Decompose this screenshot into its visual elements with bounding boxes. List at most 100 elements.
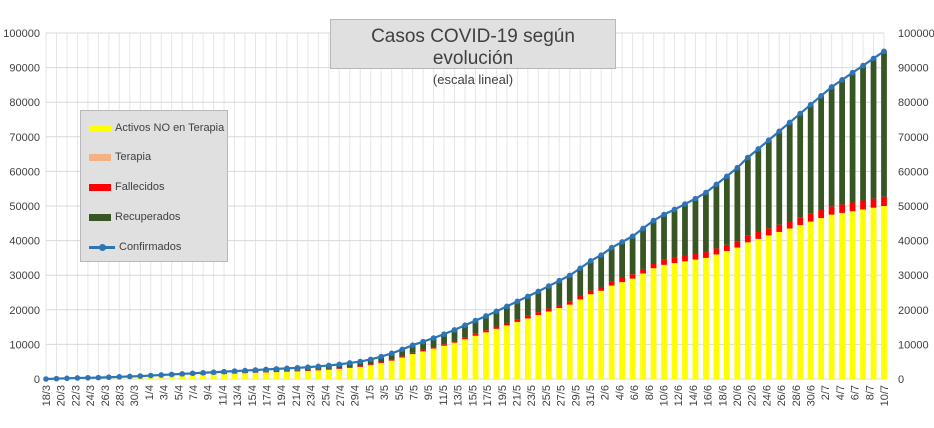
bar-activos: [535, 314, 542, 379]
bar-activos: [388, 360, 395, 379]
x-tick-label: 23/4: [306, 385, 318, 406]
y-tick-label-right: 10000: [898, 339, 929, 351]
point-confirmados: [231, 368, 238, 374]
point-confirmados: [95, 374, 102, 381]
x-tick-label: 9/5: [423, 385, 435, 400]
point-confirmados: [745, 154, 751, 161]
bar-recuperados: [755, 148, 762, 233]
bar-activos: [483, 332, 489, 379]
point-confirmados: [504, 303, 510, 310]
bar-recuperados: [409, 345, 416, 353]
legend-swatch-confirmados: [89, 242, 115, 252]
x-tick-label: 19/4: [276, 385, 288, 406]
point-confirmados: [661, 211, 667, 218]
bar-fallecidos: [472, 333, 479, 336]
x-tick-label: 29/5: [570, 385, 582, 406]
x-tick-label: 5/5: [394, 385, 406, 400]
bar-recuperados: [608, 247, 615, 282]
bar-activos: [556, 308, 563, 379]
x-tick-label: 5/4: [173, 385, 185, 400]
x-tick-label: 29/4: [350, 385, 362, 406]
bar-fallecidos: [378, 362, 385, 364]
bar-fallecidos: [451, 340, 458, 343]
point-confirmados: [566, 272, 573, 279]
x-tick-label: 17/4: [262, 385, 274, 406]
bar-activos: [189, 374, 196, 379]
bar-fallecidos: [650, 263, 657, 269]
bar-fallecidos: [744, 235, 751, 243]
y-tick-label-left: 50000: [9, 201, 40, 213]
bar-activos: [168, 375, 175, 379]
x-tick-label: 2/6: [600, 385, 612, 400]
x-tick-label: 30/6: [805, 385, 817, 406]
bar-recuperados: [682, 204, 688, 256]
x-tick-label: 2/7: [820, 385, 832, 400]
point-confirmados: [650, 217, 657, 224]
bar-activos: [451, 342, 458, 379]
point-confirmados: [326, 362, 332, 369]
point-confirmados: [367, 356, 374, 363]
bar-fallecidos: [294, 370, 301, 372]
point-confirmados: [598, 252, 604, 258]
point-confirmados: [734, 164, 741, 171]
bar-activos: [231, 373, 238, 379]
chart-legend: Activos NO en Terapia Terapia Fallecidos…: [80, 110, 228, 262]
y-tick-label-left: 40000: [9, 236, 40, 248]
bar-activos: [179, 375, 186, 379]
point-confirmados: [765, 137, 772, 143]
bar-recuperados: [451, 329, 458, 341]
bar-fallecidos: [367, 364, 374, 366]
bar-fallecidos: [273, 371, 280, 373]
legend-item-terapia: Terapia: [89, 149, 151, 165]
x-tick-label: 23/5: [526, 385, 538, 406]
y-tick-label-left: 80000: [9, 97, 40, 109]
x-tick-label: 26/6: [776, 385, 788, 406]
bar-activos: [545, 311, 552, 379]
y-tick-label-right: 80000: [898, 97, 929, 109]
x-tick-label: 13/5: [453, 385, 465, 406]
bar-recuperados: [545, 286, 552, 309]
bar-fallecidos: [608, 281, 615, 286]
bar-activos: [566, 304, 573, 379]
point-confirmados: [85, 374, 91, 381]
point-confirmados: [692, 195, 699, 202]
bar-recuperados: [399, 349, 406, 357]
y-tick-label-right: 20000: [898, 305, 929, 317]
bar-fallecidos: [399, 356, 406, 358]
x-tick-label: 8/7: [864, 385, 876, 400]
y-tick-label-right: 0: [898, 374, 904, 386]
legend-swatch-recuperados: [89, 213, 111, 221]
point-confirmados: [210, 369, 217, 376]
point-confirmados: [273, 366, 280, 372]
x-tick-label: 8/6: [644, 385, 656, 400]
x-tick-label: 7/4: [188, 385, 200, 400]
point-confirmados: [608, 244, 615, 251]
bar-activos: [367, 365, 374, 379]
y-tick-label-left: 20000: [9, 305, 40, 317]
x-tick-label: 4/7: [835, 385, 847, 400]
point-confirmados: [336, 361, 343, 368]
point-confirmados: [828, 84, 835, 90]
y-tick-label-right: 30000: [898, 270, 929, 282]
point-confirmados: [263, 366, 269, 373]
bar-activos: [200, 374, 207, 379]
point-confirmados: [388, 350, 395, 357]
bar-recuperados: [462, 325, 468, 338]
y-tick-label-left: 90000: [9, 63, 40, 75]
point-confirmados: [127, 373, 133, 380]
bar-recuperados: [619, 241, 626, 278]
bar-fallecidos: [577, 295, 584, 300]
bar-fallecidos: [514, 319, 521, 322]
point-confirmados: [357, 358, 364, 365]
x-tick-label: 24/6: [761, 385, 773, 406]
point-confirmados: [200, 369, 206, 376]
bar-fallecidos: [409, 352, 416, 355]
bar-recuperados: [504, 306, 510, 323]
legend-label-activos: Activos NO en Terapia: [115, 122, 225, 134]
bar-recuperados: [483, 315, 489, 331]
point-confirmados: [556, 277, 563, 284]
x-tick-label: 18/3: [41, 385, 53, 406]
point-confirmados: [713, 181, 720, 188]
bar-activos: [399, 357, 406, 379]
bar-activos: [807, 221, 814, 379]
